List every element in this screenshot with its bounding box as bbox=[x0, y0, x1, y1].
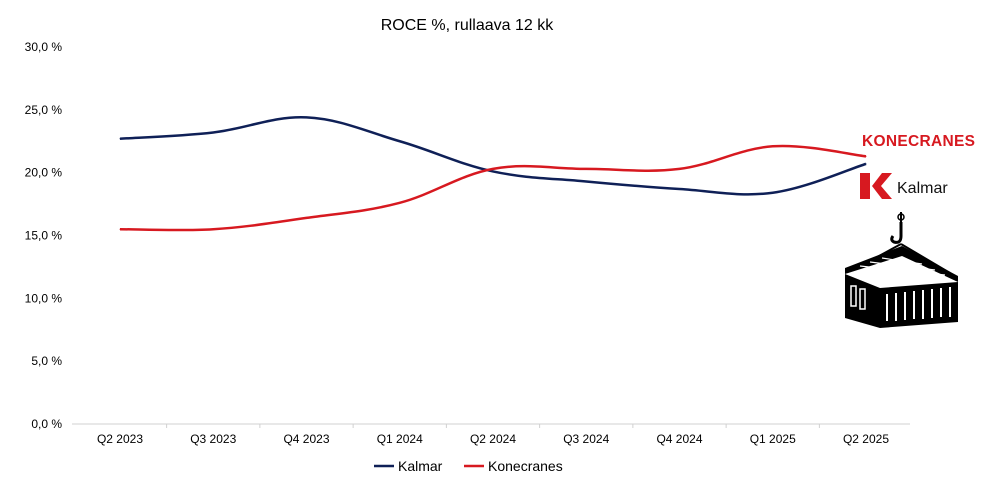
legend: Kalmar Konecranes bbox=[374, 458, 563, 474]
data-point-konecranes bbox=[306, 217, 307, 219]
data-point-konecranes bbox=[585, 168, 587, 170]
y-tick-label: 5,0 % bbox=[31, 354, 62, 368]
kalmar-logo-text: Kalmar bbox=[897, 180, 948, 197]
konecranes-logo: KONECRANES bbox=[862, 133, 975, 150]
x-tick-label: Q4 2023 bbox=[283, 432, 329, 446]
x-tick-label: Q3 2024 bbox=[563, 432, 609, 446]
chart-title: ROCE %, rullaava 12 kk bbox=[381, 17, 555, 34]
x-tick-label: Q3 2023 bbox=[190, 432, 236, 446]
y-tick-label: 0,0 % bbox=[31, 417, 62, 431]
data-point-konecranes bbox=[679, 168, 680, 170]
y-tick-label: 30,0 % bbox=[25, 40, 63, 54]
data-point-kalmar bbox=[679, 188, 680, 190]
x-axis: Q2 2023 Q3 2023 Q4 2023 Q1 2024 Q2 2024 Q3 20… bbox=[97, 424, 889, 446]
y-axis: 0,0 % 5,0 % 10,0 % 15,0 % 20,0 % 25,0 % 30,0 % bbox=[25, 40, 63, 431]
y-tick-label: 25,0 % bbox=[25, 103, 63, 117]
data-point-konecranes bbox=[212, 228, 214, 230]
data-point-konecranes bbox=[119, 228, 121, 230]
x-tick-label: Q2 2025 bbox=[843, 432, 889, 446]
series-layer bbox=[119, 116, 867, 232]
kalmar-k-icon bbox=[860, 173, 892, 199]
kalmar-logo: Kalmar bbox=[860, 173, 948, 199]
x-tick-label: Q2 2024 bbox=[470, 432, 516, 446]
x-tick-label: Q1 2024 bbox=[377, 432, 423, 446]
legend-label-konecranes: Konecranes bbox=[488, 458, 563, 474]
legend-label-kalmar: Kalmar bbox=[398, 458, 443, 474]
series-line-kalmar bbox=[119, 116, 867, 196]
x-tick-label: Q2 2023 bbox=[97, 432, 143, 446]
data-point-konecranes bbox=[492, 168, 494, 170]
x-tick-label: Q1 2025 bbox=[750, 432, 796, 446]
data-point-kalmar bbox=[865, 163, 867, 165]
data-point-konecranes bbox=[399, 202, 401, 204]
x-tick-label: Q4 2024 bbox=[656, 432, 702, 446]
data-point-konecranes bbox=[772, 145, 774, 147]
data-point-konecranes bbox=[865, 155, 867, 157]
y-tick-label: 15,0 % bbox=[25, 229, 63, 243]
data-point-kalmar bbox=[399, 140, 401, 142]
data-point-kalmar bbox=[585, 180, 587, 182]
y-tick-label: 20,0 % bbox=[25, 166, 63, 180]
data-point-kalmar bbox=[212, 131, 214, 133]
series-line-konecranes bbox=[119, 144, 867, 232]
data-point-kalmar bbox=[772, 192, 774, 194]
y-tick-label: 10,0 % bbox=[25, 291, 63, 305]
data-point-kalmar bbox=[306, 116, 307, 118]
data-point-kalmar bbox=[119, 138, 121, 140]
container-hook-icon bbox=[845, 212, 958, 328]
data-point-kalmar bbox=[492, 170, 494, 172]
